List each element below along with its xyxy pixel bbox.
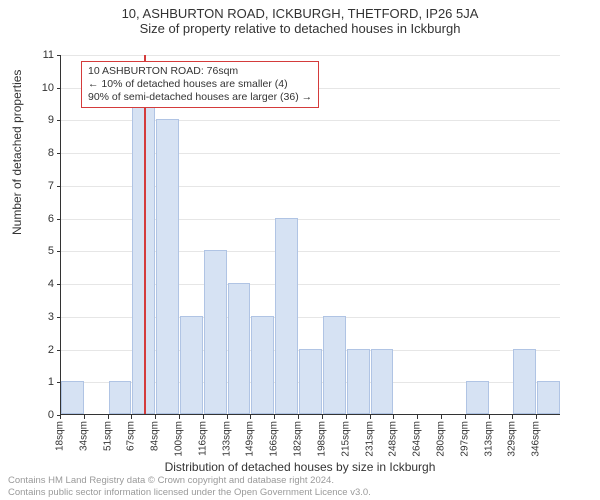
xtick-mark [346, 415, 347, 419]
xtick-mark [60, 415, 61, 419]
ytick-label: 9 [24, 114, 54, 126]
xtick-label: 231sqm [364, 421, 375, 457]
ytick-mark [57, 55, 61, 56]
ytick-label: 1 [24, 376, 54, 388]
xtick-mark [250, 415, 251, 419]
xtick-mark [227, 415, 228, 419]
xtick-mark [489, 415, 490, 419]
histogram-bar [275, 218, 298, 414]
footer-attribution: Contains HM Land Registry data © Crown c… [8, 475, 371, 498]
property-marker-line [144, 55, 146, 414]
xtick-label: 34sqm [78, 421, 89, 451]
xtick-label: 149sqm [245, 421, 256, 457]
histogram-bar [323, 316, 346, 414]
ytick-label: 5 [24, 245, 54, 257]
xtick-label: 84sqm [150, 421, 161, 451]
xtick-row: 18sqm34sqm51sqm67sqm84sqm100sqm116sqm133… [60, 415, 560, 465]
xtick-label: 346sqm [531, 421, 542, 457]
xtick-label: 116sqm [197, 421, 208, 456]
histogram-bar [371, 349, 394, 414]
histogram-bar [513, 349, 536, 414]
title-line2: Size of property relative to detached ho… [0, 21, 600, 36]
title-line1: 10, ASHBURTON ROAD, ICKBURGH, THETFORD, … [0, 6, 600, 21]
xtick-label: 297sqm [459, 421, 470, 457]
annotation-box: 10 ASHBURTON ROAD: 76sqm ← 10% of detach… [81, 61, 319, 108]
footer-line: Contains public sector information licen… [8, 487, 371, 498]
xtick-label: 248sqm [388, 421, 399, 457]
ytick-label: 10 [24, 82, 54, 94]
xtick-mark [417, 415, 418, 419]
xtick-label: 51sqm [102, 421, 113, 451]
xtick-mark [465, 415, 466, 419]
ytick-mark [57, 186, 61, 187]
xtick-mark [155, 415, 156, 419]
histogram-bar [156, 119, 179, 414]
xtick-label: 182sqm [293, 421, 304, 457]
xtick-mark [393, 415, 394, 419]
histogram-bar [347, 349, 370, 414]
xtick-label: 18sqm [55, 421, 66, 451]
chart-plot-area: 10 ASHBURTON ROAD: 76sqm ← 10% of detach… [60, 55, 560, 415]
histogram-bar [251, 316, 274, 414]
ytick-label: 6 [24, 213, 54, 225]
ytick-mark [57, 251, 61, 252]
annotation-line: 90% of semi-detached houses are larger (… [88, 91, 312, 104]
xtick-label: 264sqm [412, 421, 423, 457]
xtick-label: 133sqm [221, 421, 232, 457]
ytick-mark [57, 120, 61, 121]
xtick-mark [512, 415, 513, 419]
xtick-mark [298, 415, 299, 419]
xtick-mark [322, 415, 323, 419]
ytick-label: 4 [24, 278, 54, 290]
annotation-line: ← 10% of detached houses are smaller (4) [88, 78, 312, 91]
xtick-mark [370, 415, 371, 419]
ytick-label: 7 [24, 180, 54, 192]
xtick-label: 313sqm [483, 421, 494, 457]
xtick-label: 100sqm [174, 421, 185, 457]
ytick-mark [57, 219, 61, 220]
histogram-bar [299, 349, 322, 414]
footer-line: Contains HM Land Registry data © Crown c… [8, 475, 371, 486]
xtick-label: 280sqm [435, 421, 446, 457]
ytick-label: 11 [24, 49, 54, 61]
xtick-label: 67sqm [126, 421, 137, 451]
ytick-label: 8 [24, 147, 54, 159]
ytick-mark [57, 317, 61, 318]
annotation-line: 10 ASHBURTON ROAD: 76sqm [88, 65, 312, 78]
ytick-mark [57, 350, 61, 351]
ytick-mark [57, 284, 61, 285]
histogram-bar [537, 381, 560, 414]
gridline-h [61, 55, 560, 56]
histogram-bar [466, 381, 489, 414]
ytick-label: 3 [24, 311, 54, 323]
histogram-bar [204, 250, 227, 414]
histogram-bar [180, 316, 203, 414]
xtick-label: 329sqm [507, 421, 518, 457]
ytick-mark [57, 153, 61, 154]
xtick-mark [108, 415, 109, 419]
xtick-mark [203, 415, 204, 419]
xtick-label: 198sqm [316, 421, 327, 457]
xtick-mark [274, 415, 275, 419]
xtick-mark [536, 415, 537, 419]
xtick-label: 166sqm [269, 421, 280, 457]
ytick-label: 2 [24, 344, 54, 356]
y-axis-label: Number of detached properties [10, 70, 24, 235]
xtick-mark [441, 415, 442, 419]
histogram-bar [109, 381, 132, 414]
histogram-bar [228, 283, 251, 414]
histogram-bar [61, 381, 84, 414]
xtick-mark [179, 415, 180, 419]
ytick-label: 0 [24, 409, 54, 421]
xtick-label: 215sqm [340, 421, 351, 457]
chart-title: 10, ASHBURTON ROAD, ICKBURGH, THETFORD, … [0, 0, 600, 36]
ytick-mark [57, 88, 61, 89]
xtick-mark [131, 415, 132, 419]
xtick-mark [84, 415, 85, 419]
